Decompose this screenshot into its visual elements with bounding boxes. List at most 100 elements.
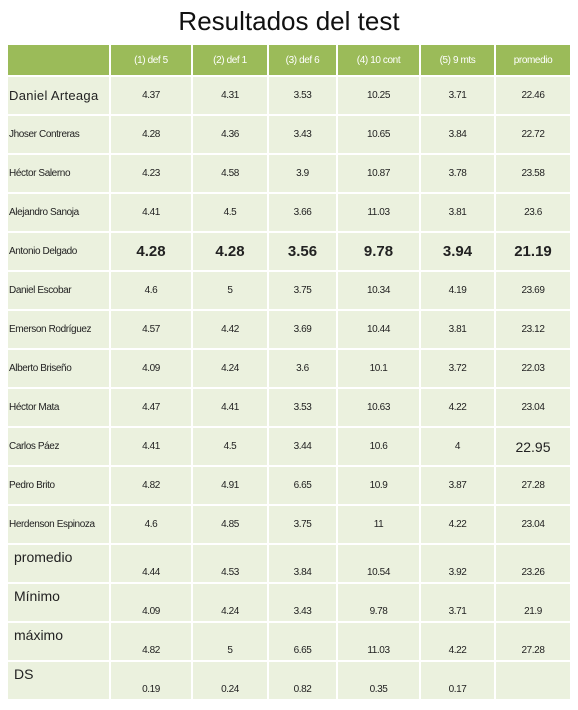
- value-cell: 23.04: [495, 388, 571, 427]
- value-cell: 4: [420, 427, 495, 466]
- value-cell: 4.41: [110, 193, 192, 232]
- header-cell: (4) 10 cont: [337, 44, 420, 76]
- value-cell: 4.53: [192, 544, 268, 583]
- value-cell: 3.81: [420, 193, 495, 232]
- value-cell: 4.85: [192, 505, 268, 544]
- value-cell: 4.41: [192, 388, 268, 427]
- value-cell: 23.69: [495, 271, 571, 310]
- value-cell: 4.28: [110, 115, 192, 154]
- value-cell: 4.82: [110, 622, 192, 661]
- value-cell: 22.03: [495, 349, 571, 388]
- value-cell: 4.58: [192, 154, 268, 193]
- value-cell: 4.31: [192, 76, 268, 115]
- value-cell: 4.24: [192, 583, 268, 622]
- value-cell: 10.87: [337, 154, 420, 193]
- value-cell: 4.28: [192, 232, 268, 271]
- row-label: máximo: [7, 622, 110, 661]
- value-cell: 3.75: [268, 271, 337, 310]
- value-cell: 3.56: [268, 232, 337, 271]
- value-cell: 4.23: [110, 154, 192, 193]
- value-cell: 6.65: [268, 466, 337, 505]
- value-cell: 4.47: [110, 388, 192, 427]
- value-cell: 4.57: [110, 310, 192, 349]
- value-cell: 5: [192, 622, 268, 661]
- value-cell: 10.54: [337, 544, 420, 583]
- value-cell: 3.92: [420, 544, 495, 583]
- value-cell: 4.09: [110, 583, 192, 622]
- row-label: Daniel Arteaga: [7, 76, 110, 115]
- value-cell: 10.44: [337, 310, 420, 349]
- value-cell: 3.72: [420, 349, 495, 388]
- value-cell: 9.78: [337, 583, 420, 622]
- value-cell: 3.43: [268, 115, 337, 154]
- value-cell: 23.58: [495, 154, 571, 193]
- value-cell: 23.12: [495, 310, 571, 349]
- value-cell: 23.26: [495, 544, 571, 583]
- value-cell: 3.87: [420, 466, 495, 505]
- row-label: Alejandro Sanoja: [7, 193, 110, 232]
- value-cell: 22.95: [495, 427, 571, 466]
- header-cell: (1) def 5: [110, 44, 192, 76]
- value-cell: 10.65: [337, 115, 420, 154]
- value-cell: 0.19: [110, 661, 192, 700]
- value-cell: 10.63: [337, 388, 420, 427]
- row-label: Herdenson Espinoza: [7, 505, 110, 544]
- value-cell: 3.75: [268, 505, 337, 544]
- row-label: Héctor Mata: [7, 388, 110, 427]
- row-label: Alberto Briseño: [7, 349, 110, 388]
- value-cell: 3.81: [420, 310, 495, 349]
- row-label: promedio: [7, 544, 110, 583]
- value-cell: 3.78: [420, 154, 495, 193]
- header-cell: (5) 9 mts: [420, 44, 495, 76]
- value-cell: 27.28: [495, 466, 571, 505]
- value-cell: 3.94: [420, 232, 495, 271]
- value-cell: 3.9: [268, 154, 337, 193]
- value-cell: 21.19: [495, 232, 571, 271]
- row-label: DS: [7, 661, 110, 700]
- value-cell: 3.71: [420, 583, 495, 622]
- value-cell: 3.71: [420, 76, 495, 115]
- value-cell: 10.25: [337, 76, 420, 115]
- value-cell: 4.6: [110, 271, 192, 310]
- header-cell: promedio: [495, 44, 571, 76]
- value-cell: 3.6: [268, 349, 337, 388]
- value-cell: 4.24: [192, 349, 268, 388]
- row-label: Daniel Escobar: [7, 271, 110, 310]
- value-cell: 0.17: [420, 661, 495, 700]
- value-cell: 3.84: [268, 544, 337, 583]
- value-cell: 27.28: [495, 622, 571, 661]
- value-cell: 5: [192, 271, 268, 310]
- row-label: Carlos Páez: [7, 427, 110, 466]
- value-cell: 21.9: [495, 583, 571, 622]
- value-cell: 3.53: [268, 76, 337, 115]
- header-cell: (3) def 6: [268, 44, 337, 76]
- header-cell: [7, 44, 110, 76]
- value-cell: [495, 661, 571, 700]
- value-cell: 4.42: [192, 310, 268, 349]
- value-cell: 3.66: [268, 193, 337, 232]
- title: Resultados del test: [178, 6, 400, 36]
- value-cell: 10.9: [337, 466, 420, 505]
- row-label: Pedro Brito: [7, 466, 110, 505]
- value-cell: 11.03: [337, 193, 420, 232]
- value-cell: 6.65: [268, 622, 337, 661]
- value-cell: 4.82: [110, 466, 192, 505]
- value-cell: 4.5: [192, 193, 268, 232]
- value-cell: 3.84: [420, 115, 495, 154]
- value-cell: 4.6: [110, 505, 192, 544]
- value-cell: 4.41: [110, 427, 192, 466]
- header-cell: (2) def 1: [192, 44, 268, 76]
- value-cell: 11: [337, 505, 420, 544]
- value-cell: 4.22: [420, 388, 495, 427]
- value-cell: 4.09: [110, 349, 192, 388]
- row-label: Jhoser Contreras: [7, 115, 110, 154]
- row-label: Mínimo: [7, 583, 110, 622]
- value-cell: 22.72: [495, 115, 571, 154]
- value-cell: 0.82: [268, 661, 337, 700]
- value-cell: 4.28: [110, 232, 192, 271]
- value-cell: 9.78: [337, 232, 420, 271]
- value-cell: 4.36: [192, 115, 268, 154]
- value-cell: 4.22: [420, 622, 495, 661]
- value-cell: 4.44: [110, 544, 192, 583]
